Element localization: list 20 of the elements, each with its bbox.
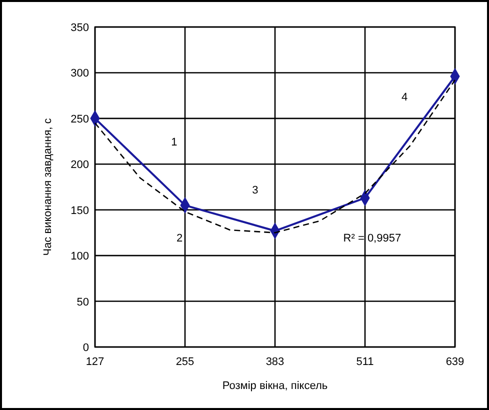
y-tick-label: 150 <box>70 204 89 217</box>
y-tick-label: 300 <box>70 68 89 80</box>
annotation: 3 <box>252 184 258 196</box>
y-tick-label: 200 <box>70 159 89 172</box>
y-tick-label: 50 <box>76 296 89 308</box>
x-tick-label: 639 <box>446 356 464 368</box>
y-tick-label: 0 <box>82 342 89 354</box>
annotation: 2 <box>176 232 183 244</box>
y-tick-label: 350 <box>70 22 89 34</box>
annotation: 1 <box>171 136 178 148</box>
x-tick-label: 383 <box>266 356 284 368</box>
x-axis-title: Розмір вікна, піксель <box>222 380 328 392</box>
y-tick-label: 100 <box>70 250 89 263</box>
y-tick-label: 250 <box>70 113 89 126</box>
y-axis-title: Час виконання завдання, с <box>42 118 54 256</box>
x-tick-label: 511 <box>356 356 374 368</box>
annotation: 4 <box>402 92 408 104</box>
annotation: R² = 0,9957 <box>343 232 402 244</box>
x-tick-label: 127 <box>86 356 104 368</box>
x-tick-label: 255 <box>176 356 194 368</box>
